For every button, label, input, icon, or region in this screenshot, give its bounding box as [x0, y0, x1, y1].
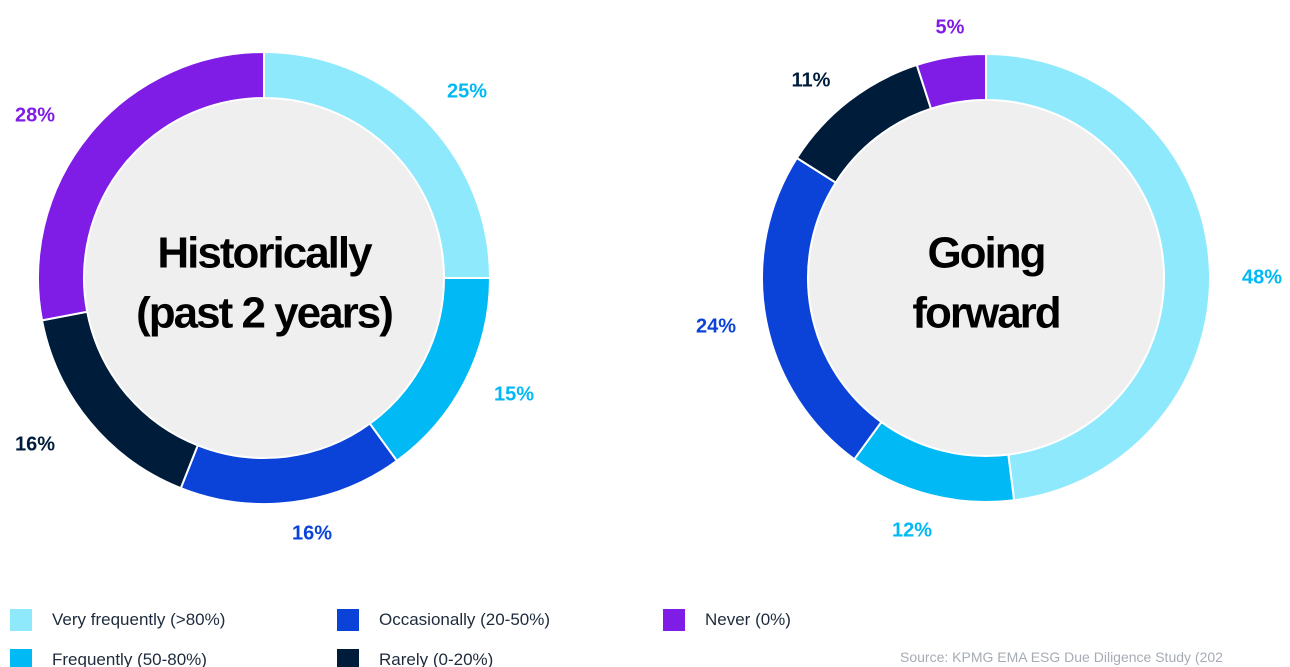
legend-label-frequently: Frequently (50-80%)	[52, 650, 207, 667]
legend-swatch-rarely	[337, 649, 359, 667]
legend-swatch-frequently	[10, 649, 32, 667]
data-label: 5%	[936, 16, 965, 38]
legend-item-occasionally: Occasionally (20-50%)	[337, 608, 550, 632]
center-label-line: (past 2 years)	[136, 289, 392, 338]
legend-item-never: Never (0%)	[663, 608, 791, 632]
legend-label-rarely: Rarely (0-20%)	[379, 650, 494, 667]
center-label-line: Historically	[157, 229, 373, 278]
legend-swatch-very-frequently	[10, 609, 32, 631]
center-label-line: forward	[912, 289, 1059, 338]
legend-item-very-frequently: Very frequently (>80%)	[10, 608, 225, 632]
legend-label-very-frequently: Very frequently (>80%)	[52, 610, 226, 629]
legend-label-occasionally: Occasionally (20-50%)	[379, 610, 551, 629]
data-label: 11%	[792, 69, 831, 91]
donut-center	[84, 98, 444, 458]
data-label: 25%	[447, 80, 487, 102]
legend-swatch-occasionally	[337, 609, 359, 631]
center-label-line: Going	[927, 229, 1044, 278]
legend-item-frequently: Frequently (50-80%)	[10, 648, 207, 667]
data-label: 16%	[292, 522, 332, 544]
source-note: Source: KPMG EMA ESG Due Diligence Study…	[900, 649, 1223, 665]
data-label: 28%	[15, 104, 55, 126]
legend-swatch-never	[663, 609, 685, 631]
data-label: 16%	[15, 433, 55, 455]
donut-slice	[915, 52, 987, 110]
data-label: 48%	[1242, 266, 1282, 288]
data-label: 12%	[892, 519, 932, 541]
donut-slice	[985, 52, 1211, 502]
donut-chart-2: 48% 12% 24% 11% 5% Going forward	[696, 16, 1282, 541]
legend-label-never: Never (0%)	[705, 610, 791, 629]
data-label: 15%	[494, 383, 534, 405]
data-label: 24%	[696, 315, 736, 337]
donut-chart-1: 25% 15% 16% 16% 28% Historically (past 2 years…	[15, 50, 534, 544]
legend-item-rarely: Rarely (0-20%)	[337, 648, 493, 667]
donut-center	[808, 100, 1164, 456]
donut-slice	[37, 50, 265, 322]
